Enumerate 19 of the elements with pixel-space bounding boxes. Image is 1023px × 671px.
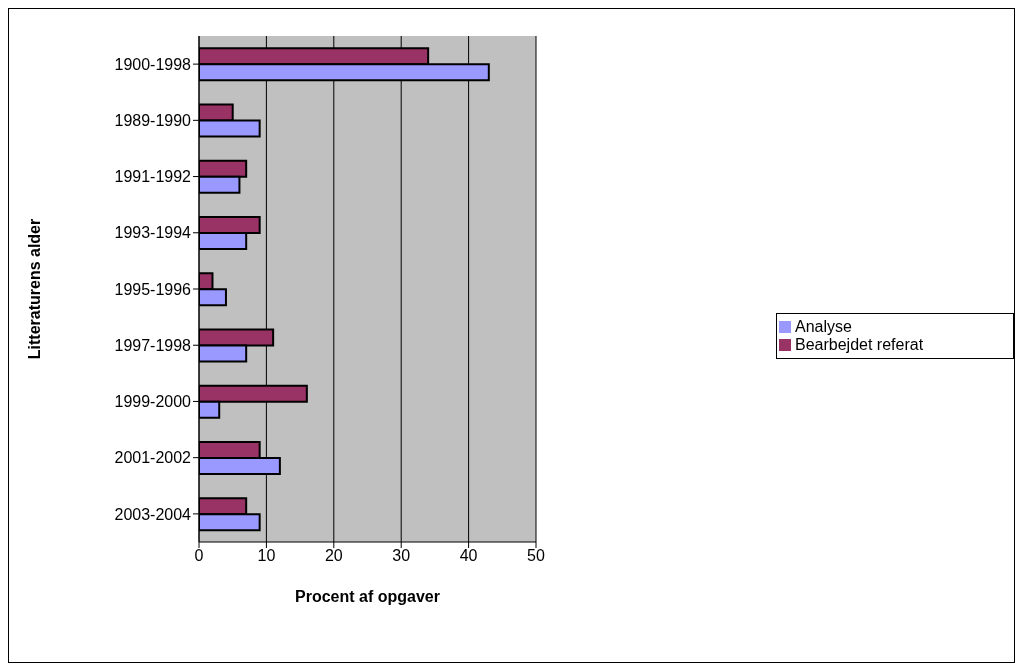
y-tick-label: 1989-1990 bbox=[114, 112, 192, 130]
x-tick-label: 40 bbox=[459, 547, 478, 565]
y-axis-title: Litteraturens alder bbox=[25, 218, 43, 360]
x-tick-label: 10 bbox=[257, 547, 276, 565]
y-tick-label: 1997-1998 bbox=[114, 336, 192, 354]
x-tick-label: 30 bbox=[392, 547, 411, 565]
y-tick-label: 1995-1996 bbox=[114, 280, 192, 298]
y-tick-label: 1991-1992 bbox=[114, 168, 192, 186]
y-tick-label: 1993-1994 bbox=[114, 224, 192, 242]
y-tick-label: 2001-2002 bbox=[114, 449, 192, 467]
x-tick-label: 0 bbox=[194, 547, 204, 565]
y-tick-label: 2003-2004 bbox=[114, 505, 192, 523]
x-tick-label: 50 bbox=[527, 547, 545, 565]
x-axis-title: Procent af opgaver bbox=[295, 588, 440, 605]
x-tick-label: 20 bbox=[324, 547, 343, 565]
legend-label: Bearbejdet referat bbox=[795, 335, 924, 353]
y-tick-label: 1999-2000 bbox=[114, 393, 192, 411]
y-tick-label: 1900-1998 bbox=[114, 55, 192, 73]
legend-label: Analyse bbox=[795, 317, 852, 335]
